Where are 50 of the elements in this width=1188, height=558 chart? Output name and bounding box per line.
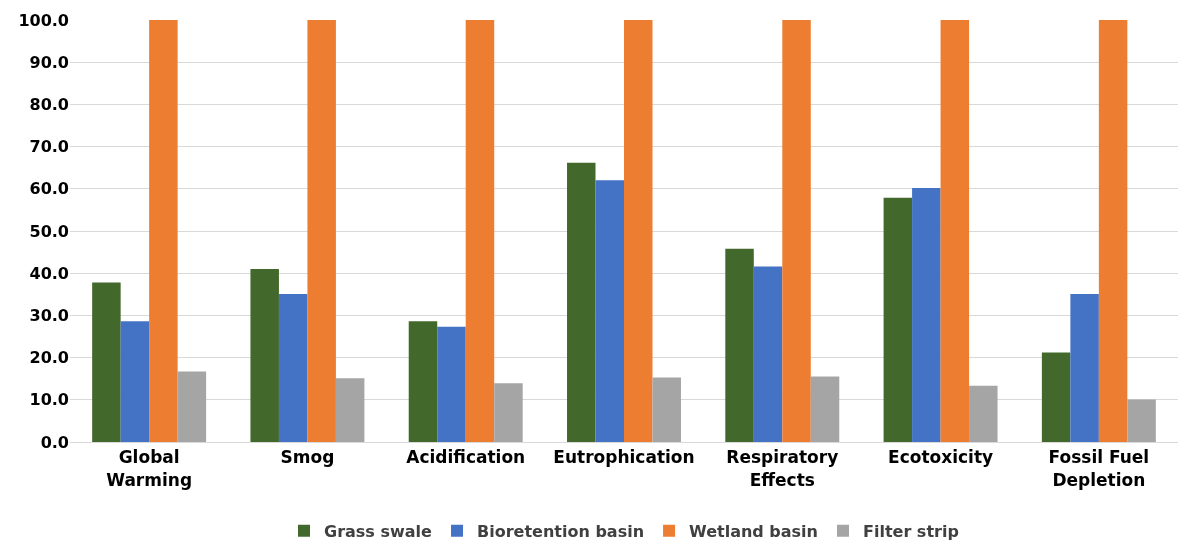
x-tick-label: Respiratory Effects xyxy=(726,447,839,490)
bar xyxy=(969,385,998,442)
bar xyxy=(1070,293,1099,442)
y-tick-label: 40.0 xyxy=(29,263,69,283)
y-tick-label: 50.0 xyxy=(29,221,69,241)
bar xyxy=(725,248,754,442)
x-tick-label: Smog xyxy=(280,447,335,468)
bar xyxy=(437,326,466,442)
legend-label: Bioretention basin xyxy=(477,521,645,541)
bar xyxy=(912,187,941,442)
y-tick-label: 20.0 xyxy=(29,348,69,368)
bar xyxy=(810,376,840,442)
bar xyxy=(652,377,681,442)
bar xyxy=(92,282,121,442)
legend-label: Wetland basin xyxy=(689,521,818,541)
bar xyxy=(1041,352,1071,442)
bar xyxy=(595,180,624,442)
legend-label: Grass swale xyxy=(324,521,433,541)
y-tick-label: 80.0 xyxy=(29,95,69,114)
x-tick-label: Eutrophication xyxy=(553,447,695,468)
x-tick-label: Global Warming xyxy=(106,447,193,490)
bar xyxy=(335,378,365,442)
bar xyxy=(149,20,178,442)
y-tick-label: 30.0 xyxy=(29,306,69,325)
bar xyxy=(940,20,970,442)
bar xyxy=(1098,20,1128,442)
x-tick-label: Acidification xyxy=(406,447,526,468)
y-tick-label: 10.0 xyxy=(29,390,69,410)
y-tick-label: 0.0 xyxy=(40,432,69,452)
bar xyxy=(307,20,336,442)
bar xyxy=(465,20,495,442)
bar xyxy=(177,371,207,442)
legend-label: Filter strip xyxy=(862,521,959,541)
bar xyxy=(494,383,523,442)
bar xyxy=(883,197,913,442)
bar xyxy=(120,321,150,442)
bar xyxy=(624,20,653,442)
x-tick-label: Fossil Fuel Depletion xyxy=(1048,447,1150,490)
y-tick-label: 90.0 xyxy=(29,52,69,72)
y-tick-label: 70.0 xyxy=(29,137,69,157)
bar xyxy=(782,20,811,442)
x-tick-label: Ecotoxicity xyxy=(888,447,994,468)
y-tick-label: 60.0 xyxy=(29,179,69,199)
bar xyxy=(1127,399,1156,442)
bar xyxy=(278,293,308,442)
bar xyxy=(250,268,279,442)
bar xyxy=(567,162,596,442)
bar xyxy=(753,266,783,442)
y-tick-label: 100.0 xyxy=(18,10,69,30)
bar xyxy=(408,321,438,442)
